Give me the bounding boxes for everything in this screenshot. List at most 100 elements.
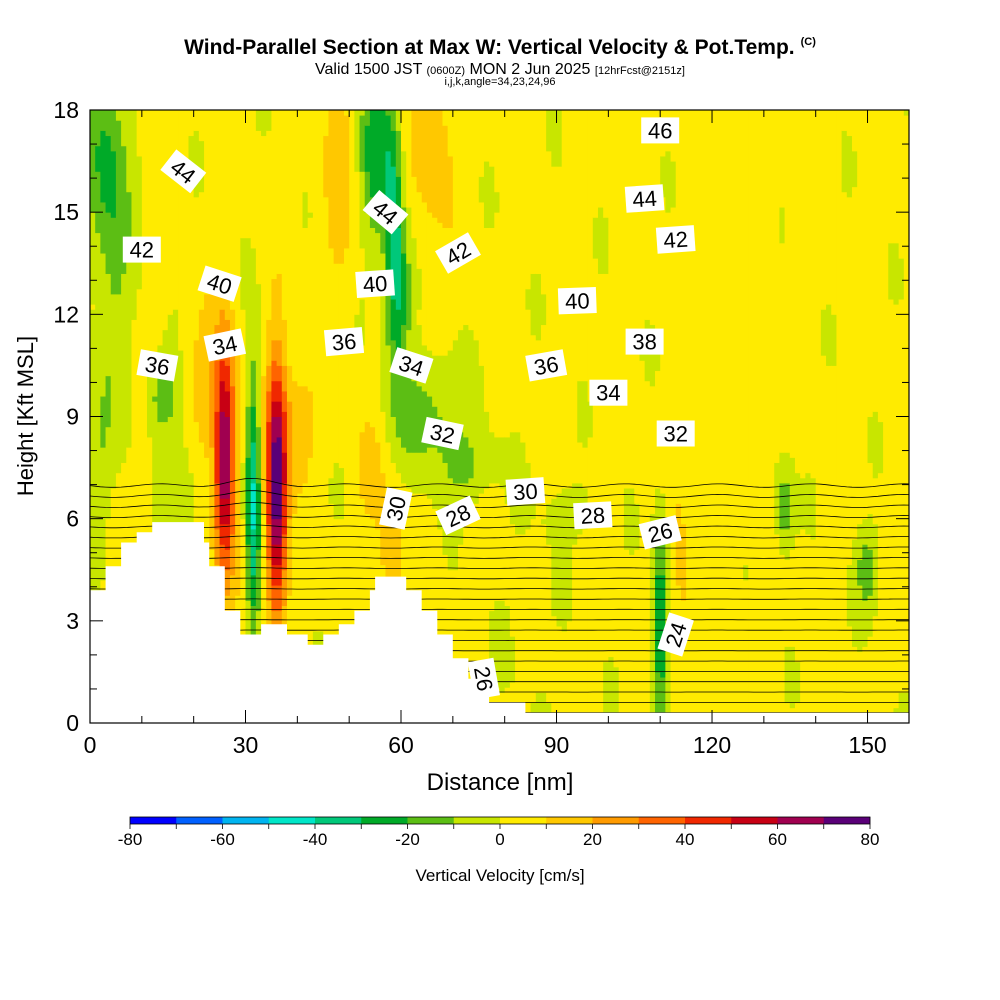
chart-title-text: Wind-Parallel Section at Max W: Vertical… xyxy=(184,36,795,59)
velocity-cell xyxy=(665,110,672,152)
velocity-cell xyxy=(851,186,858,540)
velocity-cell xyxy=(820,110,827,310)
velocity-cell xyxy=(509,682,516,723)
velocity-cell xyxy=(110,150,117,218)
velocity-cell xyxy=(494,600,500,688)
grid-indices: i,j,k,angle=34,23,24,96 xyxy=(444,76,556,88)
velocity-cell xyxy=(375,442,381,530)
colorbar-segment xyxy=(638,817,686,824)
velocity-cell xyxy=(219,498,226,525)
velocity-cell xyxy=(266,319,272,366)
velocity-cell xyxy=(188,186,195,474)
velocity-cell xyxy=(276,564,283,586)
velocity-cell xyxy=(100,396,107,448)
velocity-cell xyxy=(188,472,195,601)
velocity-cell xyxy=(452,431,459,484)
velocity-cell xyxy=(276,544,283,566)
velocity-cell xyxy=(442,110,449,126)
valid-date: MON 2 Jun 2025 xyxy=(469,61,591,78)
velocity-cell xyxy=(779,110,786,208)
theta-label-text: 38 xyxy=(632,330,656,355)
velocity-cell xyxy=(307,212,314,218)
y-tick-label: 9 xyxy=(66,404,79,430)
velocity-cell xyxy=(178,585,184,723)
velocity-cell xyxy=(556,110,563,167)
velocity-cell xyxy=(219,380,226,412)
velocity-cell xyxy=(458,110,464,331)
velocity-cell xyxy=(214,411,221,484)
theta-label-text: 44 xyxy=(166,154,201,189)
velocity-cell xyxy=(380,411,386,474)
velocity-cell xyxy=(784,110,791,453)
velocity-cell xyxy=(198,442,205,576)
velocity-cell xyxy=(369,110,376,198)
velocity-cell xyxy=(789,646,796,709)
velocity-cell xyxy=(343,247,350,723)
velocity-cell xyxy=(349,110,355,723)
velocity-cell xyxy=(328,477,335,504)
velocity-cell xyxy=(302,385,309,484)
theta-contour xyxy=(90,546,909,549)
velocity-cell xyxy=(655,574,661,673)
velocity-cell xyxy=(561,110,568,489)
velocity-cell xyxy=(385,278,392,346)
velocity-cell xyxy=(416,191,423,269)
theta-label: 40 xyxy=(355,269,395,298)
velocity-cell xyxy=(100,110,107,131)
velocity-cell xyxy=(608,110,615,658)
velocity-cell xyxy=(193,196,200,341)
velocity-cell xyxy=(530,503,537,520)
velocity-cell xyxy=(437,452,443,530)
velocity-cell xyxy=(224,416,231,499)
velocity-cell xyxy=(530,273,537,336)
velocity-cell xyxy=(255,130,262,285)
velocity-cell xyxy=(898,258,905,300)
velocity-cell xyxy=(255,426,262,484)
velocity-cell xyxy=(224,283,231,320)
velocity-cell xyxy=(535,110,542,274)
velocity-cell xyxy=(437,355,443,417)
velocity-cell xyxy=(224,319,231,346)
velocity-cell xyxy=(566,488,573,622)
velocity-cell xyxy=(888,110,894,244)
theta-label: 42 xyxy=(435,232,481,274)
velocity-cell xyxy=(395,110,402,131)
velocity-cell xyxy=(784,528,791,561)
velocity-cell xyxy=(157,110,164,346)
velocity-cell xyxy=(432,508,438,678)
colorbar-segment xyxy=(731,817,778,824)
velocity-cell xyxy=(779,482,786,530)
velocity-cell xyxy=(250,482,257,530)
velocity-cell xyxy=(831,314,837,366)
y-axis-label: Height [Kft MSL] xyxy=(13,336,38,496)
velocity-cell xyxy=(717,110,723,714)
velocity-cell xyxy=(245,457,252,545)
velocity-cell xyxy=(732,110,739,723)
velocity-cell xyxy=(556,625,563,723)
theta-label-bg xyxy=(624,184,665,213)
velocity-cell xyxy=(338,263,345,469)
velocity-cell xyxy=(540,523,547,693)
velocity-cell xyxy=(390,339,397,417)
velocity-cell xyxy=(826,304,832,366)
velocity-cell xyxy=(655,488,661,535)
theta-contour xyxy=(90,502,909,508)
velocity-cell xyxy=(193,528,200,622)
theta-label: 32 xyxy=(421,416,464,451)
velocity-cell xyxy=(183,447,189,591)
velocity-cell xyxy=(385,115,392,152)
theta-label-bg xyxy=(197,265,242,302)
velocity-cell xyxy=(271,401,278,417)
velocity-cell xyxy=(219,569,226,591)
velocity-cell xyxy=(240,692,246,723)
velocity-cell xyxy=(110,110,117,152)
velocity-cell xyxy=(240,110,246,239)
velocity-cell xyxy=(566,110,573,489)
colorbar-tick-label: 40 xyxy=(676,830,695,849)
velocity-cell xyxy=(603,273,609,663)
velocity-cell xyxy=(105,518,112,723)
velocity-cell xyxy=(193,130,200,198)
velocity-cell xyxy=(115,110,122,121)
velocity-cell xyxy=(442,462,449,555)
velocity-cell xyxy=(794,702,801,723)
